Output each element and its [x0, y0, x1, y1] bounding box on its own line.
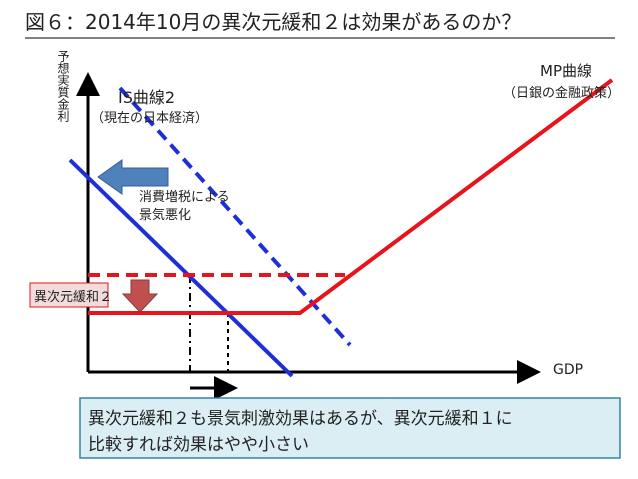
policy-box [29, 282, 109, 308]
conclusion-box [79, 397, 621, 459]
conclusion-text: 異次元緩和２も景気刺激効果はあるが、異次元緩和１に [88, 409, 513, 429]
shift-arrow [97, 159, 169, 195]
mp-label: MP曲線 [540, 62, 592, 80]
mp-curve [88, 78, 614, 315]
policy-arrow [121, 279, 159, 313]
is-note: （現在の日本経済） [91, 111, 209, 126]
policy-label: 異次元緩和２ [34, 290, 113, 305]
title: 図６：2014年10月の異次元緩和２は効果があるのか？ [25, 10, 522, 34]
mp-note: （日銀の金融政策） [503, 86, 621, 101]
is-curve [68, 158, 294, 378]
is-label: IS曲線2 [118, 88, 176, 107]
x-axis-label: GDP [553, 362, 584, 378]
conclusion-text: 比較すれば効果はやや小さい [88, 435, 309, 455]
shock-label: 景気悪化 [139, 208, 192, 223]
y-axis-label: 予想実質金利 [56, 50, 70, 122]
shock-label: 消費増税による [139, 190, 230, 205]
